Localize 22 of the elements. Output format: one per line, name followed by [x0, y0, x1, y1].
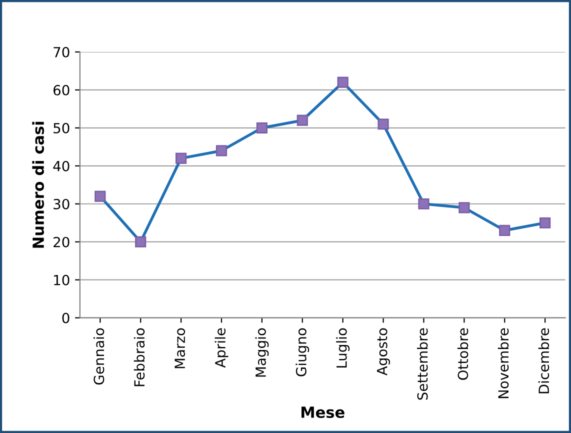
x-axis-title: Mese [302, 406, 344, 418]
y-tick-label: 10 [54, 274, 70, 286]
y-tick-label: 60 [54, 84, 70, 96]
x-tick-label: Agosto [376, 328, 390, 376]
x-tick-label: Febbraio [134, 328, 145, 386]
y-tick-label: 40 [53, 160, 70, 172]
x-tick-label: Maggio [255, 328, 269, 377]
x-tick-label: Giugno [296, 328, 310, 376]
x-tick-label: Aprile [214, 328, 228, 368]
y-tick-label: 20 [54, 236, 70, 248]
y-tick-label: 30 [54, 198, 70, 210]
x-tick-label: Dicembre [538, 328, 550, 394]
y-tick-label: 50 [54, 122, 70, 134]
x-tick-label: Gennaio [93, 328, 104, 385]
y-tick-label: 0 [62, 312, 70, 324]
y-tick-label: 70 [54, 46, 70, 58]
x-tick-label: Ottobre [457, 328, 468, 380]
x-tick-label: Novembre [498, 328, 509, 398]
x-tick-label: Marzo [174, 328, 186, 368]
x-tick-label: Settembre [417, 328, 428, 400]
y-axis-title: Numero di casi [32, 122, 44, 248]
x-tick-label: Luglio [336, 328, 350, 368]
